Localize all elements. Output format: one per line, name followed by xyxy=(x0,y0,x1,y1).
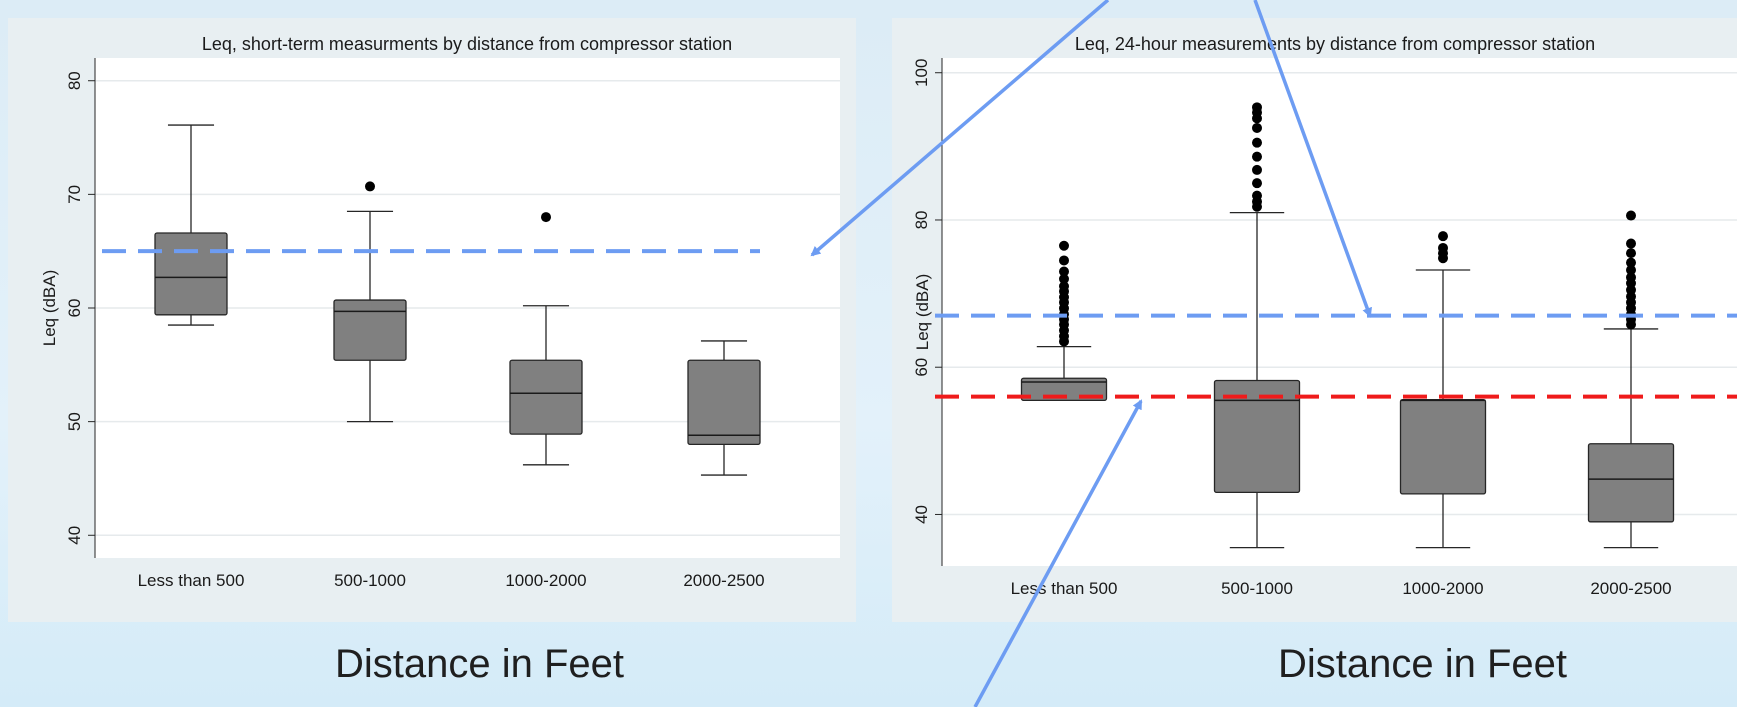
y-tick-label: 60 xyxy=(65,299,84,318)
box-2 xyxy=(1213,102,1301,549)
outlier-point xyxy=(1252,137,1262,148)
arrow-to-right-blue-line xyxy=(1253,0,1372,318)
iqr-box xyxy=(1587,443,1675,523)
outlier-point xyxy=(1626,238,1636,249)
arrow-to-left-blue-line xyxy=(810,0,1110,257)
y-tick-label: 70 xyxy=(65,185,84,204)
iqr-box xyxy=(333,299,407,361)
y-tick-label: 40 xyxy=(65,526,84,545)
box-4 xyxy=(687,340,761,476)
outlier-point xyxy=(365,181,375,192)
box-4 xyxy=(1587,210,1675,549)
outlier-point xyxy=(1059,281,1069,292)
outlier-point xyxy=(1252,151,1262,162)
outlier-point xyxy=(1252,102,1262,113)
chart-title: Leq, short-term measurments by distance … xyxy=(202,34,732,54)
outlier-point xyxy=(1438,231,1448,242)
x-tick-label: 2000-2500 xyxy=(683,571,764,590)
arrow-to-red-line xyxy=(973,399,1143,707)
outlier-point xyxy=(1252,178,1262,189)
y-tick-label: 50 xyxy=(65,412,84,431)
chart-short-term: Leq, short-term measurments by distance … xyxy=(8,18,856,622)
y-axis-label: Leq (dBA) xyxy=(913,274,932,351)
outlier-point xyxy=(1059,255,1069,266)
iqr-box xyxy=(687,359,761,446)
reference-lines xyxy=(935,313,1737,399)
outlier-point xyxy=(1059,266,1069,277)
chart-24-hour: Leq, 24-hour measurements by distance fr… xyxy=(892,18,1737,622)
y-tick-label: 80 xyxy=(912,211,931,230)
x-axis-caption-right: Distance in Feet xyxy=(1278,642,1568,686)
boxes xyxy=(1020,102,1675,549)
outlier-point xyxy=(541,212,551,223)
outlier-point xyxy=(1626,257,1636,268)
outlier-point xyxy=(1438,242,1448,253)
outlier-point xyxy=(1252,122,1262,133)
iqr-box xyxy=(1213,379,1301,494)
box-3 xyxy=(1399,231,1487,549)
iqr-box xyxy=(1399,398,1487,495)
iqr-box xyxy=(154,232,228,316)
y-tick-label: 100 xyxy=(912,59,931,87)
y-ticks: 40 60 80 100 xyxy=(912,59,942,524)
y-tick-label: 60 xyxy=(912,358,931,377)
y-tick-label: 40 xyxy=(912,505,931,524)
x-tick-label: Less than 500 xyxy=(1011,579,1118,598)
boxes xyxy=(154,124,761,476)
x-ticks: Less than 500 500-1000 1000-2000 2000-2500 xyxy=(138,571,765,590)
y-tick-label: 80 xyxy=(65,71,84,90)
box-1 xyxy=(154,124,228,326)
outlier-point xyxy=(1059,273,1069,284)
box-3 xyxy=(509,212,583,466)
outlier-point xyxy=(1252,190,1262,201)
annotation-arrows xyxy=(810,0,1372,707)
x-tick-label: Less than 500 xyxy=(138,571,245,590)
outlier-point xyxy=(1252,164,1262,175)
x-tick-label: 2000-2500 xyxy=(1590,579,1671,598)
x-tick-label: 1000-2000 xyxy=(505,571,586,590)
x-tick-label: 500-1000 xyxy=(334,571,406,590)
x-tick-label: 500-1000 xyxy=(1221,579,1293,598)
outlier-point xyxy=(1059,240,1069,251)
iqr-box xyxy=(509,359,583,435)
box-2 xyxy=(333,181,407,423)
x-axis-caption-left: Distance in Feet xyxy=(335,642,625,686)
chart-title: Leq, 24-hour measurements by distance fr… xyxy=(1075,34,1595,54)
outlier-point xyxy=(1626,248,1636,259)
y-axis-label: Leq (dBA) xyxy=(40,270,59,347)
y-ticks: 40 50 60 70 80 xyxy=(65,71,95,545)
x-tick-label: 1000-2000 xyxy=(1402,579,1483,598)
outlier-point xyxy=(1626,265,1636,276)
outlier-point xyxy=(1626,210,1636,221)
outlier-point xyxy=(1626,272,1636,283)
